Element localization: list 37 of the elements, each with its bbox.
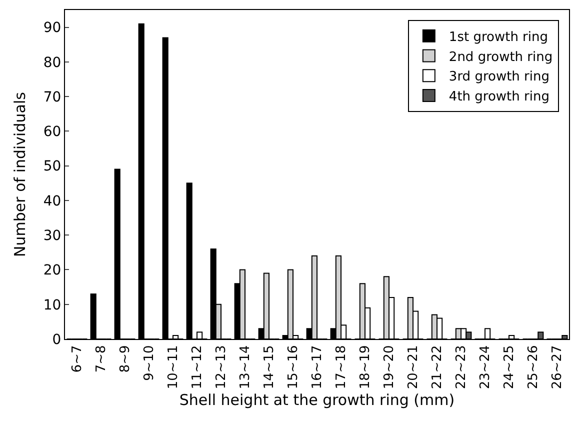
y-tick-label: 70 <box>43 89 62 106</box>
x-tick-label: 9~10 <box>142 345 158 381</box>
y-tick-label: 50 <box>43 158 62 175</box>
y-tick-label: 20 <box>43 262 62 279</box>
x-tick-label: 11~12 <box>190 345 206 390</box>
x-tick-label: 25~26 <box>526 345 542 390</box>
y-tick-label: 10 <box>43 297 62 314</box>
legend-label: 2nd growth ring <box>448 50 553 65</box>
y-tick-label: 80 <box>43 54 62 71</box>
x-tick-label: 14~15 <box>262 345 278 390</box>
y-tick-label: 0 <box>52 332 62 348</box>
legend-label: 3rd growth ring <box>448 70 550 85</box>
x-tick-label: 7~8 <box>94 345 110 373</box>
x-tick-label: 24~25 <box>502 345 518 390</box>
x-tick-label: 26~27 <box>550 345 566 390</box>
x-tick-label: 10~11 <box>166 345 182 390</box>
x-tick-label: 18~19 <box>358 345 374 390</box>
x-tick-label: 20~21 <box>406 345 422 390</box>
x-tick-label: 12~13 <box>214 345 230 390</box>
x-tick-label: 19~20 <box>382 345 398 390</box>
x-tick-label: 23~24 <box>478 345 494 390</box>
y-tick-label: 90 <box>43 20 62 36</box>
x-tick-label: 21~22 <box>430 345 446 390</box>
legend-label: 1st growth ring <box>448 30 548 45</box>
x-tick-label: 16~17 <box>310 345 326 390</box>
y-tick-label: 40 <box>43 193 62 210</box>
x-tick-label: 15~16 <box>286 345 302 390</box>
y-tick-label: 30 <box>43 228 62 244</box>
legend-label: 4th growth ring <box>448 90 550 105</box>
x-tick-label: 17~18 <box>334 345 350 390</box>
x-axis-title: Shell height at the growth ring (mm) <box>179 391 455 410</box>
x-tick-label: 8~9 <box>118 345 134 373</box>
y-axis-title: Number of individuals <box>11 92 29 257</box>
y-tick-label: 60 <box>43 124 62 140</box>
x-tick-label: 13~14 <box>238 345 254 390</box>
x-tick-label: 22~23 <box>454 345 470 390</box>
x-tick-label: 6~7 <box>70 345 86 373</box>
